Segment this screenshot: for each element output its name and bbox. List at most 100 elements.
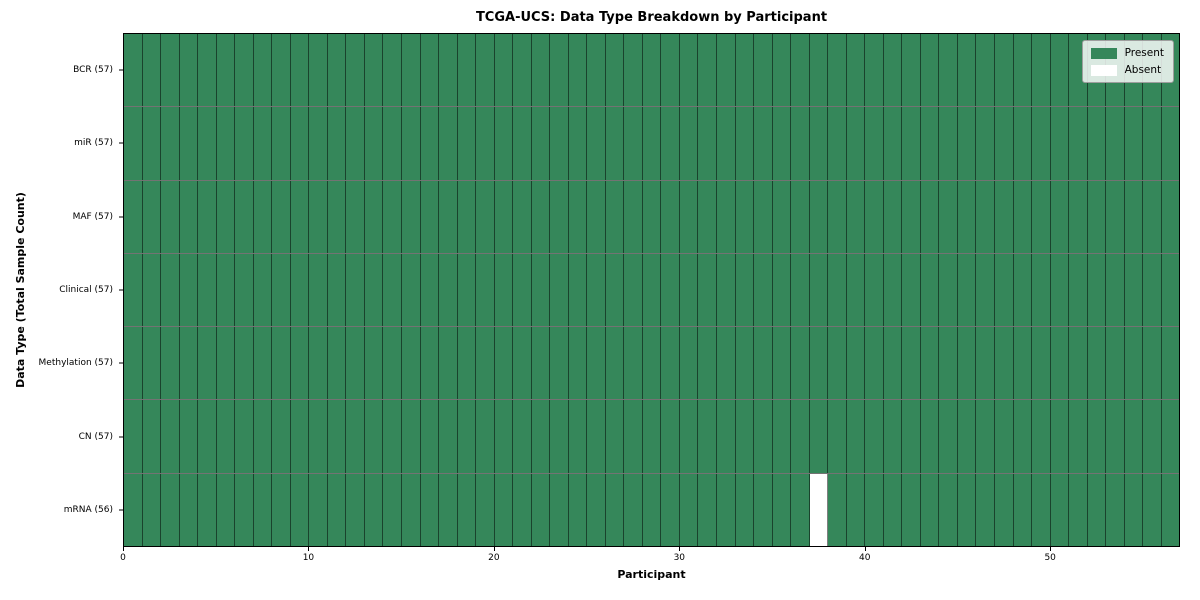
heatmap-cell-CN-37-present [809,400,829,473]
heatmap-cell-miR-34-present [754,107,773,180]
heatmap-cell-miR-36-present [791,107,810,180]
heatmap-cell-Clinical-46-present [976,253,995,327]
heatmap-cell-Methylation-32-present [717,327,736,400]
heatmap-cell-MAF-11-present [327,180,347,253]
heatmap-cell-miR-15-present [401,107,421,180]
heatmap-cell-Clinical-7-present [253,253,273,327]
heatmap-row-Methylation [124,327,1180,401]
heatmap-cell-miR-21-present [513,107,532,180]
heatmap-cell-MAF-53-present [1106,180,1125,253]
heatmap-cell-mRNA-19-present [476,473,495,546]
heatmap-cell-Methylation-21-present [513,327,532,400]
heatmap-cell-Methylation-15-present [401,327,421,400]
y-tick-mark [119,509,123,511]
heatmap-cell-BCR-2-present [161,34,180,107]
heatmap-cell-BCR-17-present [439,34,458,107]
heatmap-cell-Methylation-41-present [883,327,903,400]
heatmap-cell-Clinical-31-present [698,253,717,327]
heatmap-cell-MAF-22-present [531,180,551,253]
heatmap-cell-Clinical-42-present [902,253,921,327]
heatmap-cell-mRNA-6-present [235,473,254,546]
heatmap-cell-BCR-42-present [902,34,921,107]
heatmap-cell-CN-1-present [142,400,162,473]
heatmap-cell-Clinical-20-present [494,253,514,327]
heatmap-cell-BCR-7-present [253,34,273,107]
x-tick-label-50: 50 [1044,553,1056,563]
heatmap-cell-CN-28-present [642,400,662,473]
heatmap-cell-BCR-1-present [142,34,162,107]
heatmap-cell-mRNA-54-present [1124,473,1144,546]
legend-item-present: Present [1090,47,1164,59]
heatmap-cell-Clinical-23-present [550,253,569,327]
heatmap-cell-mRNA-55-present [1143,473,1162,546]
heatmap-cell-Methylation-7-present [253,327,273,400]
heatmap-cell-CN-29-present [661,400,680,473]
heatmap-cell-CN-40-present [865,400,884,473]
heatmap-cell-mRNA-44-present [939,473,958,546]
chart-title: TCGA-UCS: Data Type Breakdown by Partici… [475,10,828,25]
heatmap-cell-miR-50-present [1050,107,1070,180]
heatmap-cell-MAF-9-present [290,180,310,253]
heatmap-cell-CN-56-present [1161,400,1180,473]
heatmap-cell-CN-35-present [772,400,792,473]
heatmap-cell-MAF-50-present [1050,180,1070,253]
x-tick-label-0: 0 [120,553,126,563]
heatmap-cell-mRNA-31-present [698,473,717,546]
heatmap-cell-mRNA-51-present [1069,473,1088,546]
legend-swatch-absent [1090,64,1117,76]
heatmap-cell-miR-1-present [142,107,162,180]
heatmap-row-BCR [124,34,1180,108]
heatmap-cell-miR-3-present [179,107,199,180]
heatmap-cell-miR-19-present [476,107,495,180]
heatmap-cell-Clinical-2-present [161,253,180,327]
heatmap-cell-MAF-7-present [253,180,273,253]
heatmap-cell-Clinical-38-present [828,253,847,327]
x-tick-mark [1050,547,1052,551]
heatmap-cell-mRNA-15-present [401,473,421,546]
heatmap-cell-Clinical-36-present [791,253,810,327]
heatmap-cell-BCR-50-present [1050,34,1070,107]
heatmap-cell-MAF-51-present [1069,180,1088,253]
heatmap-cell-CN-22-present [531,400,551,473]
heatmap-cell-mRNA-34-present [754,473,773,546]
heatmap-cell-CN-24-present [568,400,588,473]
heatmap-cell-BCR-22-present [531,34,551,107]
heatmap-cell-CN-8-present [272,400,291,473]
heatmap-cell-BCR-39-present [846,34,866,107]
heatmap-cell-CN-19-present [476,400,495,473]
heatmap-cell-Methylation-24-present [568,327,588,400]
heatmap-cell-miR-47-present [994,107,1014,180]
heatmap-cell-Clinical-25-present [587,253,606,327]
heatmap-cell-Clinical-28-present [642,253,662,327]
heatmap-cell-Clinical-48-present [1013,253,1033,327]
heatmap-cell-BCR-43-present [920,34,940,107]
heatmap-cell-Methylation-49-present [1032,327,1051,400]
y-tick-label-miR: miR (57) [74,138,113,149]
heatmap-cell-MAF-13-present [364,180,384,253]
heatmap-cell-mRNA-40-present [865,473,884,546]
heatmap-cell-Methylation-54-present [1124,327,1144,400]
heatmap-cell-mRNA-20-present [494,473,514,546]
heatmap-cell-CN-21-present [513,400,532,473]
heatmap-cell-BCR-29-present [661,34,680,107]
heatmap-cell-mRNA-52-present [1087,473,1107,546]
heatmap-cell-Clinical-13-present [364,253,384,327]
heatmap-cell-BCR-19-present [476,34,495,107]
heatmap-cell-Methylation-25-present [587,327,606,400]
heatmap-cell-BCR-35-present [772,34,792,107]
heatmap-cell-MAF-41-present [883,180,903,253]
y-axis-label: Data Type (Total Sample Count) [14,192,27,388]
heatmap-cell-mRNA-23-present [550,473,569,546]
heatmap-cell-MAF-56-present [1161,180,1180,253]
heatmap-cell-miR-12-present [346,107,365,180]
y-tick-label-CN: CN (57) [78,431,113,442]
heatmap-cell-CN-11-present [327,400,347,473]
heatmap-cell-CN-49-present [1032,400,1051,473]
heatmap-cell-BCR-3-present [179,34,199,107]
heatmap-cell-Methylation-50-present [1050,327,1070,400]
heatmap-cell-mRNA-3-present [179,473,199,546]
heatmap-cell-miR-39-present [846,107,866,180]
heatmap-cell-MAF-8-present [272,180,291,253]
heatmap-cell-BCR-34-present [754,34,773,107]
heatmap-cell-BCR-6-present [235,34,254,107]
